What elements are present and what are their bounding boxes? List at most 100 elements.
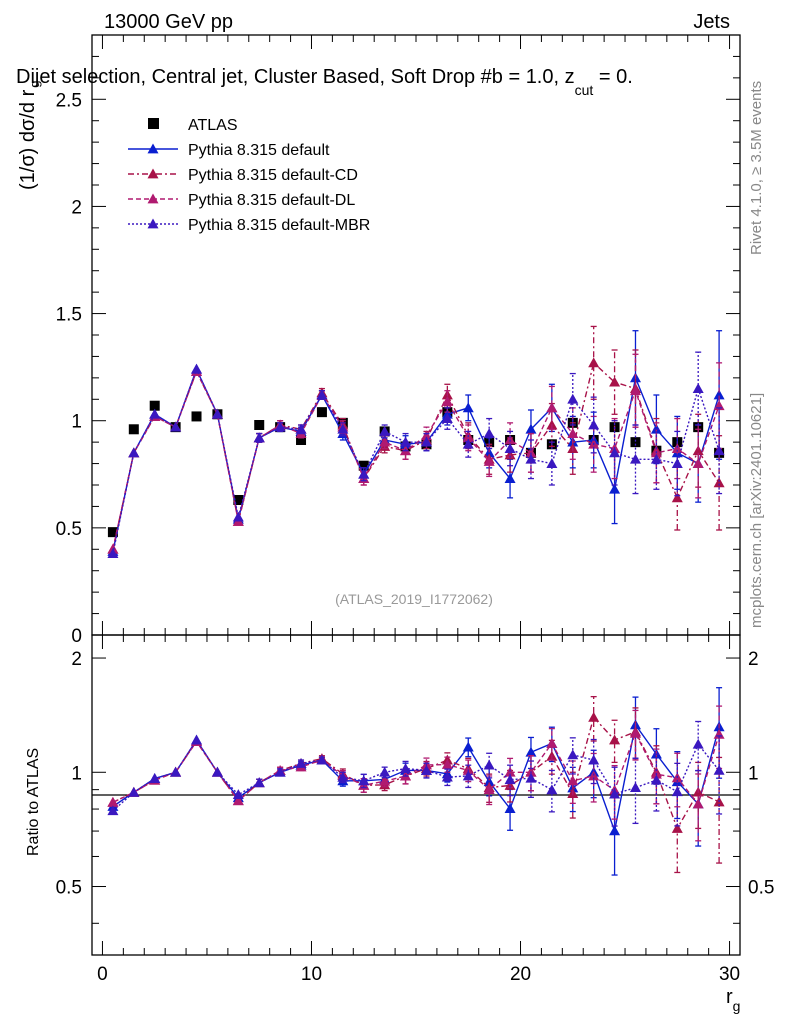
- mc-point: [400, 436, 412, 447]
- ratio-point: [609, 734, 621, 745]
- mc-point: [525, 453, 537, 464]
- ratio-y-tick-label-right: 2: [748, 649, 759, 670]
- ratio-y-label: Ratio to ATLAS: [25, 748, 42, 856]
- mc-point: [609, 447, 621, 458]
- ratio-point: [671, 822, 683, 833]
- ratio-point: [671, 786, 683, 797]
- ratio-point: [128, 786, 140, 797]
- ratio-point: [107, 796, 119, 807]
- ratio-y-tick-label: 2: [71, 649, 82, 670]
- ratio-point: [525, 746, 537, 757]
- ratio-point: [149, 773, 161, 783]
- ratio-point: [400, 763, 412, 773]
- legend-item-1: Pythia 8.315 default: [128, 142, 330, 159]
- y-tick-label: 0.5: [56, 519, 82, 540]
- x-tick-label: 20: [510, 964, 531, 985]
- legend-item-0: ATLAS: [148, 117, 238, 134]
- legend-label: Pythia 8.315 default-MBR: [188, 217, 370, 234]
- legend-marker: [147, 143, 159, 154]
- ratio-point: [692, 798, 704, 809]
- ratio-point: [629, 782, 641, 793]
- mc-point: [107, 548, 119, 558]
- ratio-point: [483, 759, 495, 770]
- mc-point: [191, 363, 203, 374]
- ratio-point: [504, 766, 516, 777]
- ratio-y-tick-label-right: 0.5: [748, 878, 774, 899]
- data-point: [358, 460, 369, 471]
- mc-point: [379, 425, 391, 436]
- mc-point: [462, 402, 474, 413]
- main-y-label-sub: g: [27, 81, 42, 88]
- mc-point: [671, 458, 683, 468]
- mc-point: [525, 447, 537, 458]
- mc-point: [379, 436, 391, 447]
- legend: ATLAS Pythia 8.315 default Pythia 8.315 de…: [128, 117, 370, 234]
- mc-point: [713, 389, 725, 400]
- header-right: Jets: [693, 11, 730, 33]
- ratio-point: [274, 766, 286, 777]
- mc-point: [441, 395, 453, 406]
- mc-point: [462, 432, 474, 443]
- mc-point: [128, 447, 140, 458]
- legend-label: Pythia 8.315 default-CD: [188, 167, 358, 184]
- ratio-series-4: [107, 720, 725, 827]
- series-line: [112, 361, 720, 550]
- x-tick-label: 0: [97, 964, 108, 985]
- mc-point: [462, 438, 474, 449]
- ratio-point: [379, 775, 391, 786]
- mc-point: [546, 458, 558, 468]
- ratio-point: [504, 774, 516, 785]
- ratio-point: [588, 711, 600, 722]
- legend-label: ATLAS: [188, 117, 238, 134]
- ratio-point: [629, 727, 641, 738]
- ratio-point: [650, 774, 662, 785]
- ratio-line: [112, 731, 720, 806]
- mc-point: [483, 428, 495, 438]
- mc-point: [232, 511, 244, 522]
- mc-point: [170, 421, 182, 432]
- ratio-point: [170, 766, 182, 777]
- header-left: 13000 GeV pp: [104, 11, 233, 33]
- ratio-point: [504, 803, 516, 814]
- legend-item-4: Pythia 8.315 default-MBR: [128, 217, 370, 234]
- ratio-series-2: [107, 695, 725, 874]
- side-rivet-text: Rivet 4.1.0, ≥ 3.5M events: [748, 81, 765, 255]
- mc-point: [609, 483, 621, 494]
- mc-point: [525, 423, 537, 434]
- series-line: [112, 369, 720, 550]
- y-tick-label-zero: 0: [71, 626, 82, 647]
- data-point: [316, 407, 327, 418]
- analysis-id: (ATLAS_2019_I1772062): [335, 591, 493, 607]
- main-y-label-main: (1/σ) dσ/d r: [17, 89, 39, 190]
- data-point: [254, 420, 265, 430]
- mc-point: [483, 455, 495, 466]
- mc-point: [504, 434, 516, 445]
- ratio-point: [316, 754, 328, 765]
- main-series: [107, 325, 725, 558]
- mc-point: [713, 477, 725, 488]
- mc-point: [629, 385, 641, 396]
- mc-point: [295, 423, 307, 434]
- ratio-point: [253, 777, 265, 788]
- ratio-point: [462, 770, 474, 781]
- ratio-point: [420, 764, 432, 775]
- ratio-point: [107, 805, 119, 816]
- x-tick-label: 30: [719, 964, 740, 985]
- legend-label: Pythia 8.315 default: [188, 142, 330, 159]
- mc-point: [253, 432, 265, 443]
- ratio-series-1: [107, 687, 725, 876]
- ratio-point: [588, 754, 600, 765]
- ratio-point: [232, 795, 244, 806]
- mc-point: [337, 423, 349, 434]
- mc-point: [420, 436, 432, 447]
- mc-point: [671, 492, 683, 503]
- series-4: [107, 351, 725, 558]
- plot-title-sub: cut: [575, 82, 594, 98]
- ratio-point: [337, 771, 349, 782]
- mc-point: [441, 413, 453, 423]
- ratio-point: [692, 738, 704, 749]
- ratio-point: [609, 788, 621, 799]
- ratio-point: [379, 766, 391, 777]
- mc-point: [692, 458, 704, 468]
